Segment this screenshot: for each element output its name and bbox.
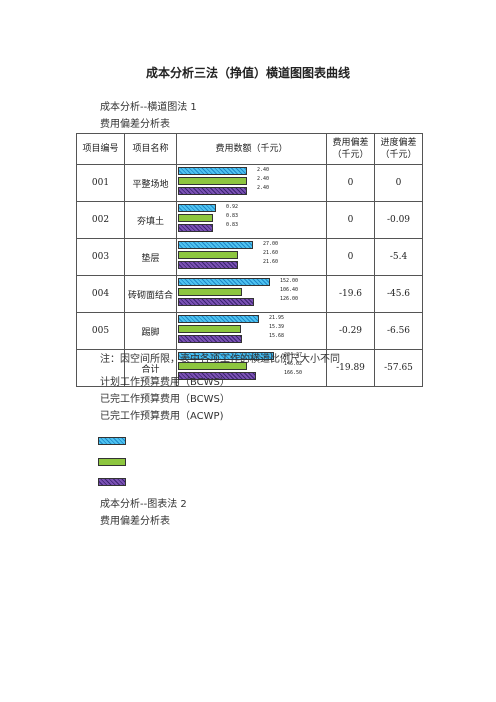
- bar-acwp: [178, 224, 213, 232]
- cell-id: [76, 349, 125, 387]
- header-schedule-variance: 进度偏差（千元）: [374, 133, 423, 165]
- cell-bars: 21.95 15.39 15.68: [176, 312, 327, 350]
- table-row: 003 垫层 27.00 21.60 21.60 0 -5.4: [76, 238, 423, 276]
- table-row: 005 踢脚 21.95 15.39 15.68 -0.29 -6.56: [76, 312, 423, 350]
- bar-value-label: 2.40: [257, 167, 270, 173]
- table-caption-1: 费用偏差分析表: [100, 119, 170, 130]
- cell-schedule-variance: -0.09: [374, 201, 423, 239]
- table-row: 合计 204.27 146.62 166.50 -19.89 -57.65: [76, 349, 423, 387]
- legend-text-bcws-plan: 计划工作预算费用（BCWS）: [100, 377, 230, 388]
- bar-value-label: 126.00: [280, 296, 299, 302]
- bar-acwp: [178, 187, 247, 195]
- bar-value-label: 21.95: [269, 315, 285, 321]
- bar-bcws-done: [178, 288, 242, 296]
- cell-schedule-variance: -57.65: [374, 349, 423, 387]
- table-header-row: 项目编号 项目名称 费用数额（千元） 费用偏差（千元） 进度偏差（千元）: [76, 133, 423, 165]
- cell-schedule-variance: -6.56: [374, 312, 423, 350]
- bar-value-label: 146.62: [284, 361, 303, 367]
- bar-group: 27.00 21.60 21.60: [178, 241, 326, 272]
- legend-text-acwp: 已完工作预算费用（ACWP): [100, 411, 224, 422]
- cell-name: 垫层: [124, 238, 177, 276]
- cell-schedule-variance: -5.4: [374, 238, 423, 276]
- cell-cost-variance: -0.29: [326, 312, 375, 350]
- table-caption-2: 费用偏差分析表: [100, 516, 170, 527]
- bar-bcws-plan: [178, 241, 253, 249]
- cell-id: 005: [76, 312, 125, 350]
- table-row: 001 平整场地 2.40 2.40 2.40 0 0: [76, 164, 423, 202]
- bar-value-label: 0.83: [226, 213, 239, 219]
- cell-name: 合计: [124, 349, 177, 387]
- cost-variance-table: 项目编号 项目名称 费用数额（千元） 费用偏差（千元） 进度偏差（千元） 001…: [76, 133, 423, 387]
- bar-value-label: 2.40: [257, 176, 270, 182]
- cell-bars: 27.00 21.60 21.60: [176, 238, 327, 276]
- bar-group: 204.27 146.62 166.50: [178, 352, 326, 383]
- page-title: 成本分析三法（挣值）横道图图表曲线: [145, 66, 350, 80]
- bar-value-label: 0.92: [226, 204, 239, 210]
- bar-bcws-done: [178, 251, 238, 259]
- note-text: 注：因空间所限，表中各项工作的横道比例尺大小不同: [100, 354, 340, 365]
- bar-value-label: 2.40: [257, 185, 270, 191]
- cell-bars: 152.00 106.40 126.00: [176, 275, 327, 313]
- bar-acwp: [178, 298, 254, 306]
- bar-value-label: 0.83: [226, 222, 239, 228]
- cell-name: 夯填土: [124, 201, 177, 239]
- header-cost-variance: 费用偏差（千元）: [326, 133, 375, 165]
- cell-bars: 0.92 0.83 0.83: [176, 201, 327, 239]
- cell-id: 004: [76, 275, 125, 313]
- bar-bcws-done: [178, 177, 247, 185]
- cell-name: 平整场地: [124, 164, 177, 202]
- bar-acwp: [178, 335, 242, 343]
- cell-cost-variance: 0: [326, 238, 375, 276]
- cell-name: 踢脚: [124, 312, 177, 350]
- bar-bcws-done: [178, 214, 213, 222]
- bar-bcws-done: [178, 325, 241, 333]
- bar-bcws-plan: [178, 315, 259, 323]
- bar-group: 2.40 2.40 2.40: [178, 167, 326, 198]
- cell-id: 002: [76, 201, 125, 239]
- bar-value-label: 152.00: [280, 278, 299, 284]
- bar-bcws-done: [178, 362, 247, 370]
- cell-name: 砖砌面结合: [124, 275, 177, 313]
- section-heading-1: 成本分析--横道图法 1: [100, 102, 197, 113]
- bar-value-label: 15.39: [269, 324, 285, 330]
- cell-cost-variance: -19.89: [326, 349, 375, 387]
- bar-value-label: 166.50: [284, 370, 303, 376]
- legend-text-bcws-done: 已完工作预算费用（BCWS）: [100, 394, 230, 405]
- bar-bcws-plan: [178, 167, 247, 175]
- cell-bars: 204.27 146.62 166.50: [176, 349, 327, 387]
- bar-acwp: [178, 372, 256, 380]
- bar-value-label: 15.68: [269, 333, 285, 339]
- section-heading-2: 成本分析--图表法 2: [100, 499, 187, 510]
- header-amount: 费用数额（千元）: [176, 133, 327, 165]
- legend-swatch-acwp: [98, 478, 126, 486]
- bar-bcws-plan: [178, 278, 270, 286]
- header-name: 项目名称: [124, 133, 177, 165]
- bar-group: 152.00 106.40 126.00: [178, 278, 326, 309]
- bar-value-label: 106.40: [280, 287, 299, 293]
- header-id: 项目编号: [76, 133, 125, 165]
- legend-swatch-bcws-plan: [98, 437, 126, 445]
- cell-schedule-variance: 0: [374, 164, 423, 202]
- cell-id: 003: [76, 238, 125, 276]
- cell-id: 001: [76, 164, 125, 202]
- bar-bcws-plan: [178, 204, 216, 212]
- bar-value-label: 27.00: [263, 241, 279, 247]
- bar-value-label: 21.60: [263, 250, 279, 256]
- bar-value-label: 204.27: [284, 352, 303, 358]
- table-row: 004 砖砌面结合 152.00 106.40 126.00 -19.6 -45.6: [76, 275, 423, 313]
- cell-schedule-variance: -45.6: [374, 275, 423, 313]
- bar-value-label: 21.60: [263, 259, 279, 265]
- bar-bcws-plan: [178, 352, 274, 360]
- cell-cost-variance: 0: [326, 201, 375, 239]
- cell-cost-variance: -19.6: [326, 275, 375, 313]
- cell-cost-variance: 0: [326, 164, 375, 202]
- bar-group: 0.92 0.83 0.83: [178, 204, 326, 235]
- cell-bars: 2.40 2.40 2.40: [176, 164, 327, 202]
- bar-acwp: [178, 261, 238, 269]
- table-row: 002 夯填土 0.92 0.83 0.83 0 -0.09: [76, 201, 423, 239]
- bar-group: 21.95 15.39 15.68: [178, 315, 326, 346]
- legend-swatch-bcws-done: [98, 458, 126, 466]
